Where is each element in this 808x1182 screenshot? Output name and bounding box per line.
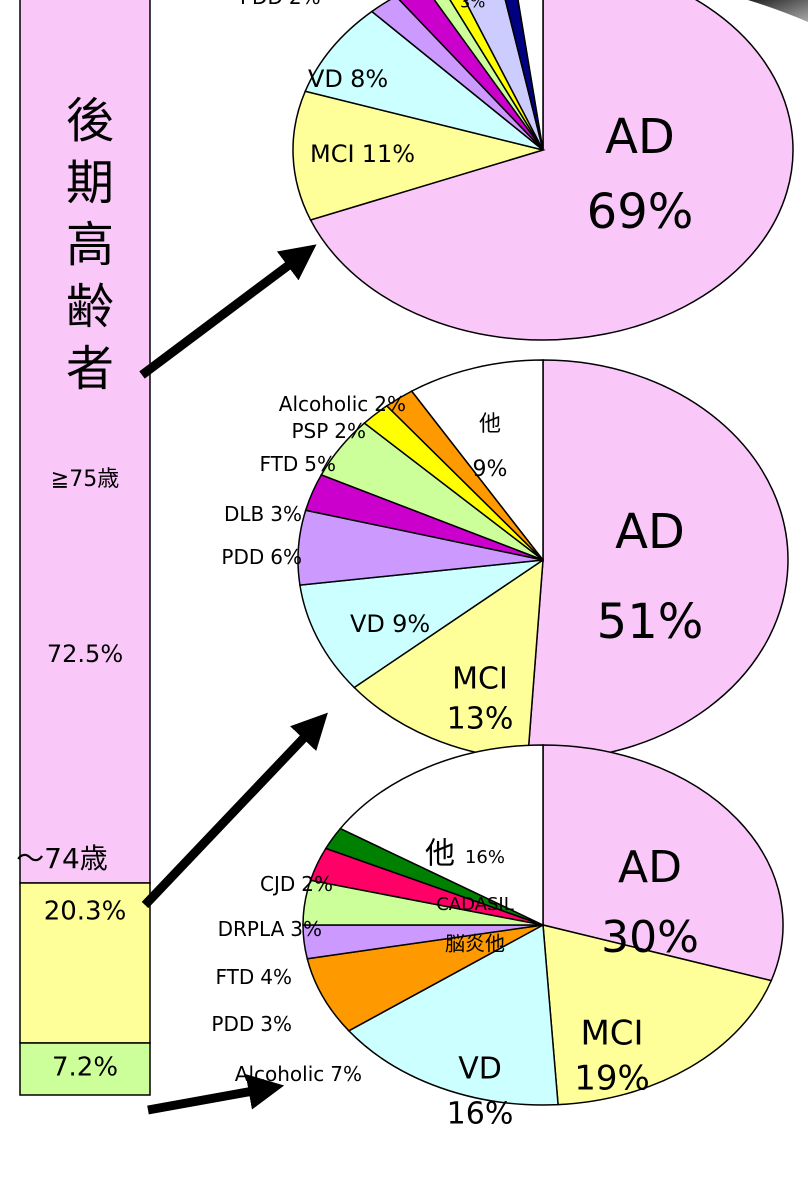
bar-segment-old bbox=[19, 0, 151, 884]
slice-name: AD bbox=[605, 109, 675, 165]
slice-value: 19% bbox=[574, 1059, 650, 1099]
pie-slice bbox=[542, 924, 773, 1106]
share-label: 7.2% bbox=[52, 1053, 118, 1083]
slice-name: FTD bbox=[259, 452, 298, 476]
slice-label: DRPLA 3% bbox=[218, 917, 322, 941]
slice-label: FTD 4% bbox=[215, 965, 292, 989]
share-label: 20.3% bbox=[44, 897, 127, 927]
slice-label: FTD 5% bbox=[259, 452, 336, 476]
slice-name: 他 bbox=[425, 837, 455, 872]
pie-slice bbox=[299, 559, 544, 689]
slice-name: Alcoholic bbox=[235, 1062, 325, 1086]
slice-name: VD bbox=[350, 610, 385, 638]
slice-label: MCI 11% bbox=[310, 140, 415, 168]
slice-label: PSP 2% bbox=[291, 419, 366, 443]
slice-name: VD bbox=[458, 1052, 502, 1087]
slice-value: 51% bbox=[597, 594, 704, 650]
slice-value: 3% bbox=[460, 0, 485, 12]
slice-label: Alcoholic 2% bbox=[279, 392, 406, 416]
slice-value: 6% bbox=[270, 545, 302, 569]
pie-slice bbox=[309, 0, 794, 341]
slice-name: CJD bbox=[260, 872, 295, 896]
age-label: ≧75歳 bbox=[51, 467, 119, 492]
annotation: 脳炎他 bbox=[445, 932, 505, 956]
slice-label: VD 9% bbox=[350, 610, 430, 638]
slice-name: AD bbox=[615, 504, 685, 560]
pie-slice bbox=[292, 90, 546, 221]
slice-value: 9% bbox=[473, 457, 508, 482]
slice-name: DLB bbox=[224, 502, 264, 526]
pie-slice bbox=[398, 0, 544, 151]
slice-value: 2% bbox=[301, 872, 333, 896]
slice-value: 16% bbox=[465, 847, 505, 868]
pie-slice bbox=[433, 0, 544, 151]
slice-name: VD bbox=[308, 65, 343, 93]
slice-value: 13% bbox=[447, 702, 514, 737]
pie-slice bbox=[464, 0, 544, 151]
slice-value: 30% bbox=[601, 912, 699, 963]
slice-value: 11% bbox=[362, 140, 415, 168]
arrow bbox=[141, 712, 328, 909]
slice-name: MCI bbox=[580, 1014, 643, 1054]
pie-slice bbox=[347, 923, 559, 1106]
slice-value: 2% bbox=[374, 392, 406, 416]
slice-value: 8% bbox=[350, 65, 388, 93]
slice-name: PDD bbox=[211, 1012, 254, 1036]
slice-name: PSP bbox=[291, 419, 328, 443]
slice-label: PDD 3% bbox=[211, 1012, 292, 1036]
pie-slice bbox=[517, 0, 544, 151]
slice-label: Alcoholic 7% bbox=[235, 1062, 362, 1086]
slice-label: VD 8% bbox=[308, 65, 388, 93]
slice-value: 2% bbox=[289, 0, 321, 9]
pie-slice bbox=[542, 744, 784, 982]
slice-value: 4% bbox=[260, 965, 292, 989]
pie-slice bbox=[410, 359, 544, 563]
bar-title: 後期高齢者 bbox=[57, 95, 113, 405]
slice-name: MCI bbox=[310, 140, 355, 168]
slice-value: 2% bbox=[334, 419, 366, 443]
pie-slice bbox=[370, 0, 544, 151]
share-label: 72.5% bbox=[47, 640, 123, 668]
slice-value: 69% bbox=[587, 184, 694, 240]
pie-slice bbox=[304, 10, 544, 151]
slice-name: Alcoholic bbox=[279, 392, 369, 416]
pie-slice bbox=[526, 359, 789, 761]
slice-value: 7% bbox=[330, 1062, 362, 1086]
slice-name: PDD bbox=[240, 0, 283, 9]
age-label: ～74歳 bbox=[16, 842, 108, 875]
arrow bbox=[139, 244, 317, 379]
slice-value: 3% bbox=[260, 1012, 292, 1036]
corner-decoration bbox=[748, 0, 808, 22]
slice-value: 3% bbox=[270, 502, 302, 526]
slice-name: PDD bbox=[221, 545, 264, 569]
pie-slice bbox=[306, 924, 544, 1032]
pie-slice bbox=[339, 744, 544, 927]
slice-value: 3% bbox=[290, 917, 322, 941]
slice-name: MCI bbox=[452, 662, 508, 697]
slice-label: PDD 2% bbox=[240, 0, 321, 9]
slice-value: 16% bbox=[447, 1097, 514, 1132]
slice-name: FTD bbox=[215, 965, 254, 989]
slice-value: 9% bbox=[392, 610, 430, 638]
slice-name: DRPLA bbox=[218, 917, 285, 941]
slice-label: PDD 6% bbox=[221, 545, 302, 569]
slice-name: 他 bbox=[479, 412, 501, 437]
slice-label: DLB 3% bbox=[224, 502, 302, 526]
bar-segment-young-old bbox=[19, 882, 151, 1044]
bar-segment-young bbox=[19, 1042, 151, 1096]
arrow bbox=[147, 1074, 285, 1115]
annotation: CADASIL bbox=[436, 894, 514, 915]
slice-value: 5% bbox=[304, 452, 336, 476]
slice-name: AD bbox=[618, 842, 682, 893]
slice-label: CJD 2% bbox=[260, 872, 333, 896]
pie-slice bbox=[504, 0, 544, 151]
